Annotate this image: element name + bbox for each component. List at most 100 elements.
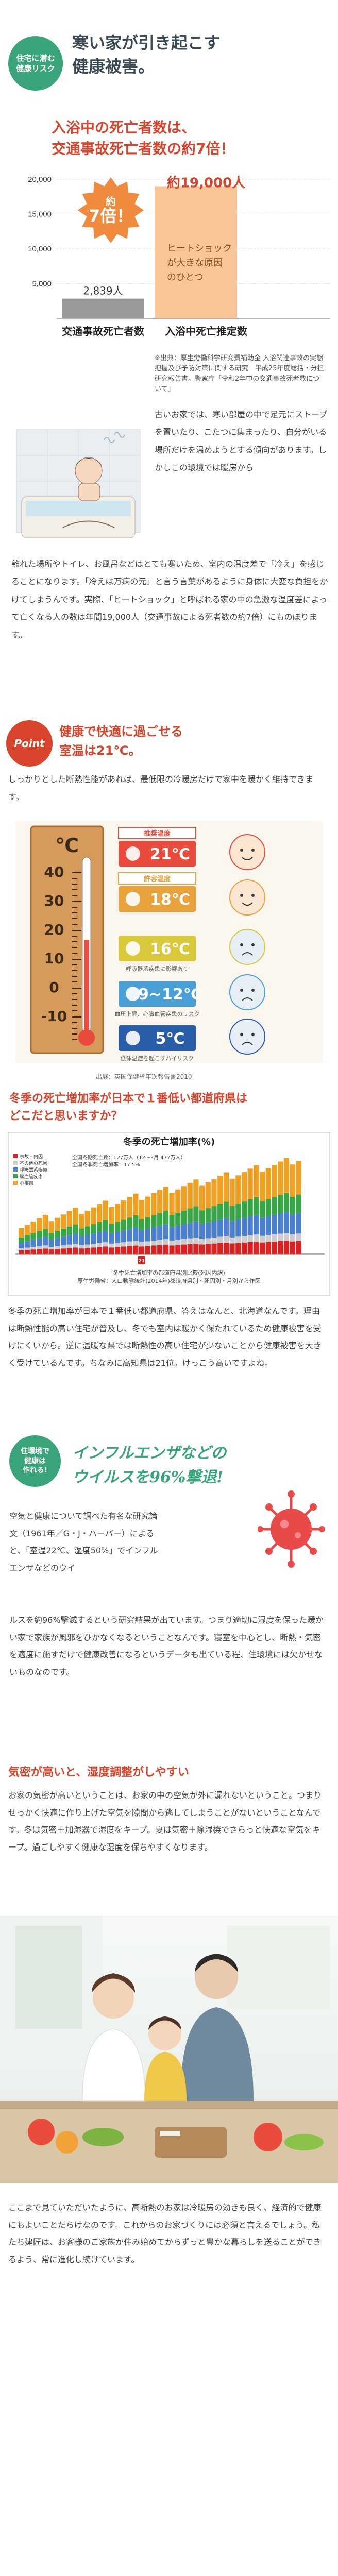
bar-2-annotation-line: ヒートショック [167,243,232,254]
pref-bar-segment [73,1224,78,1234]
thermo-scale-label: 0 [49,979,59,996]
pref-bar-segment [211,1237,217,1244]
pref-bar-segment [60,1245,66,1249]
pref-bar-segment [60,1248,66,1254]
thermo-scale-label: -10 [41,1008,67,1025]
pref-bar-segment [254,1215,259,1235]
pref-bar-segment [115,1222,121,1232]
pref-bar-segment [127,1241,132,1246]
death-bar-chart: 20,000 15,000 10,000 5,000 2,839人 約19,000人約7倍… [28,175,330,337]
pref-bar-segment [265,1216,271,1235]
point-text: しっかりとした断熱性能があれば、最低限の冷暖房だけで家中を暖かく維持できます。 [8,774,314,802]
face-eye [251,943,255,946]
pref-bar-segment [193,1206,199,1222]
pref-bar-segment [181,1239,187,1245]
pref-bar-segment [109,1233,114,1244]
level-box [119,841,196,867]
pref-bar-segment [241,1201,247,1218]
pref-bar-segment [24,1235,30,1242]
pref-bar-segment [247,1168,253,1199]
level-icon [126,1031,140,1045]
pref-bar-segment [79,1214,84,1229]
pref-bar-segment [181,1186,187,1211]
pref-bar-segment [205,1244,211,1254]
pref-bar-segment [223,1218,229,1236]
level-note: 呼吸器系疾患に影響あり [126,965,189,972]
pref-bar-segment [278,1241,283,1254]
pref-bar-segment [260,1172,265,1201]
level-icon [126,892,140,906]
pref-bar-segment [265,1242,271,1254]
pref-bar-segment [24,1250,30,1254]
pref-bar-segment [66,1235,72,1245]
pref-bar-segment [235,1219,241,1237]
pref-bar-segment [139,1246,145,1254]
pref-bar-segment [283,1212,289,1233]
pref-bar-segment [139,1230,145,1242]
pref-bar-segment [91,1247,96,1254]
thermo-scale-label: 20 [44,921,64,938]
level-face-illustration [229,929,265,965]
pref-bar-segment [260,1235,265,1243]
pref-bar-segment [97,1247,103,1254]
pref-bar-segment [37,1218,42,1231]
y-tick-label: 15,000 [28,210,52,219]
face-eye [251,1033,255,1036]
influenza-section: 住環境で 健康は 作れる! インフルエンザなどの ウイルスを96%撃退! [0,1421,338,1761]
closing-text: ここまで見ていただいたように、高断熱のお家は冷暖房の効きも良く、経済的で健康にも… [8,2202,322,2264]
pref-bar-segment [30,1222,36,1233]
pref-bar-segment [37,1231,42,1239]
pref-bar-segment [193,1238,199,1244]
flu-badge-line1: 住環境で [21,1447,49,1455]
face-eye [251,894,255,897]
pref-bar-segment [199,1244,205,1254]
pref-bar-segment [205,1222,211,1239]
level-face-illustration [229,974,265,1010]
pref-bar-segment [79,1236,84,1245]
pref-bar-segment [199,1239,205,1245]
pref-bar-segment [235,1243,241,1254]
header-section: 住宅に潜む 健康リスク 寒い家が引き起こす 健康被害。 [0,0,338,112]
bar-1 [62,298,144,318]
pref-bar-segment [151,1241,157,1246]
pref-bar-segment [181,1224,187,1240]
prefecture-title-line1: 冬季の死亡増加率が日本で１番低い都道府県は [9,1092,248,1105]
point-section: Point 健康で快適に過ごせる 室温は21℃。 しっかりとした断熱性能があれば… [0,720,338,1081]
page-title: 寒い家が引き起こす 健康被害。 [72,31,328,79]
pref-bar-segment [151,1215,157,1228]
pref-bar-segment [24,1247,30,1250]
pref-bar-segment [175,1212,181,1226]
face-eye [240,989,243,992]
legend-label: 事故・内因 [20,1154,43,1160]
level-value: 5℃ [155,1030,184,1048]
times-value: 7倍！ [89,206,133,226]
legend-label: 呼吸器系疾患 [20,1167,47,1173]
legend-swatch [13,1181,18,1185]
pref-bar-segment [217,1243,223,1254]
legend-swatch [13,1167,18,1172]
pref-bar-segment [254,1234,259,1242]
pref-bar-segment [103,1242,108,1247]
pref-bar-segment [30,1249,36,1254]
pref-bar-segment [73,1233,78,1244]
pref-bar-segment [133,1241,139,1246]
title-line1: 寒い家が引き起こす [72,33,221,53]
pref-bar-segment [91,1244,96,1248]
pref-bar-segment [109,1207,114,1224]
pref-bar-segment [163,1244,168,1254]
pref-bar-segment [260,1217,265,1236]
pref-bar-segment [187,1223,193,1239]
pref-bar-segment [169,1227,175,1241]
level-value: 9~12℃ [138,986,202,1004]
face-eye [240,849,243,852]
pref-bar-segment [103,1246,108,1254]
pref-bar-segment [127,1217,132,1229]
pref-bar-segment [115,1204,121,1222]
bar-2-highlight [155,186,237,318]
pref-bar-segment [42,1215,48,1229]
pref-bar-segment [217,1219,223,1237]
pref-bar-segment [19,1238,24,1243]
pref-bar-segment [133,1227,139,1241]
pref-summary-line2: 全国冬季死亡増加率：17.5% [72,1161,140,1168]
face-mouth [242,902,253,906]
